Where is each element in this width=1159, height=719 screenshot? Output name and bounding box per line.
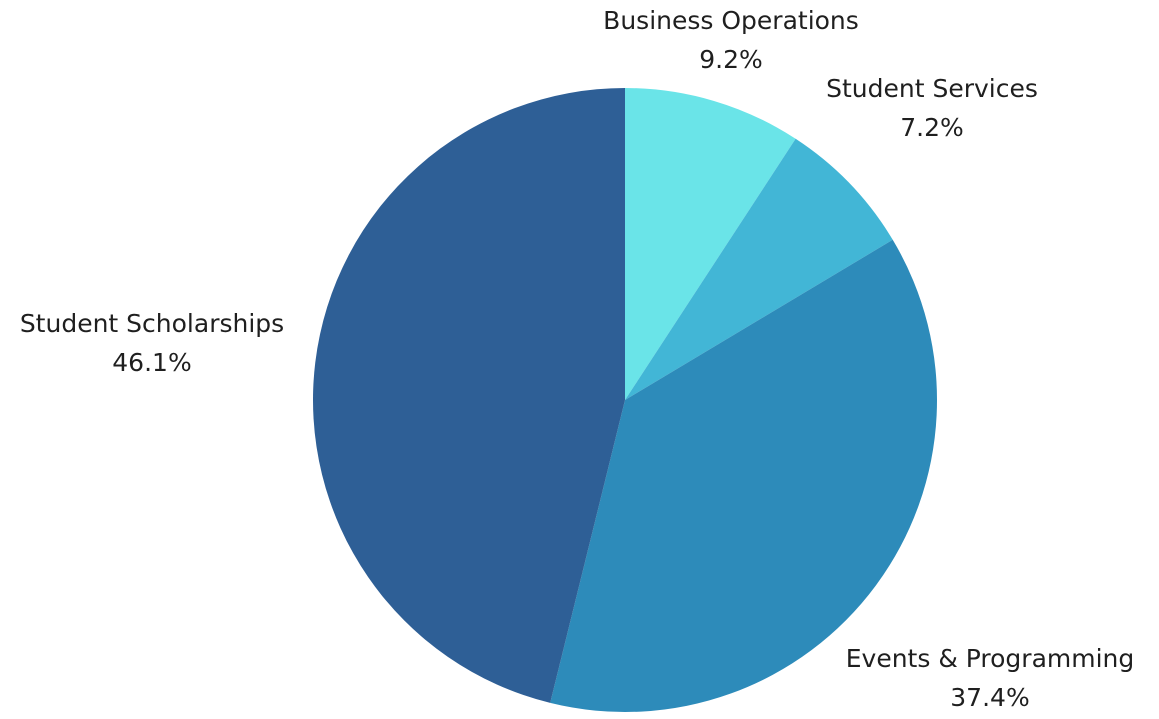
slice-value-label: 46.1% <box>112 348 191 377</box>
slice-value-label: 9.2% <box>699 45 763 74</box>
slice-label: Events & Programming <box>846 644 1135 673</box>
pie-slice <box>550 239 937 712</box>
slice-label: Business Operations <box>603 6 859 35</box>
slice-value-label: 37.4% <box>950 683 1029 712</box>
slice-value-label: 7.2% <box>900 113 964 142</box>
pie-slice <box>625 138 893 401</box>
pie-slice <box>312 88 625 703</box>
pie-slice <box>625 88 796 400</box>
slice-label: Student Scholarships <box>20 309 284 338</box>
slice-label: Student Services <box>826 74 1038 103</box>
